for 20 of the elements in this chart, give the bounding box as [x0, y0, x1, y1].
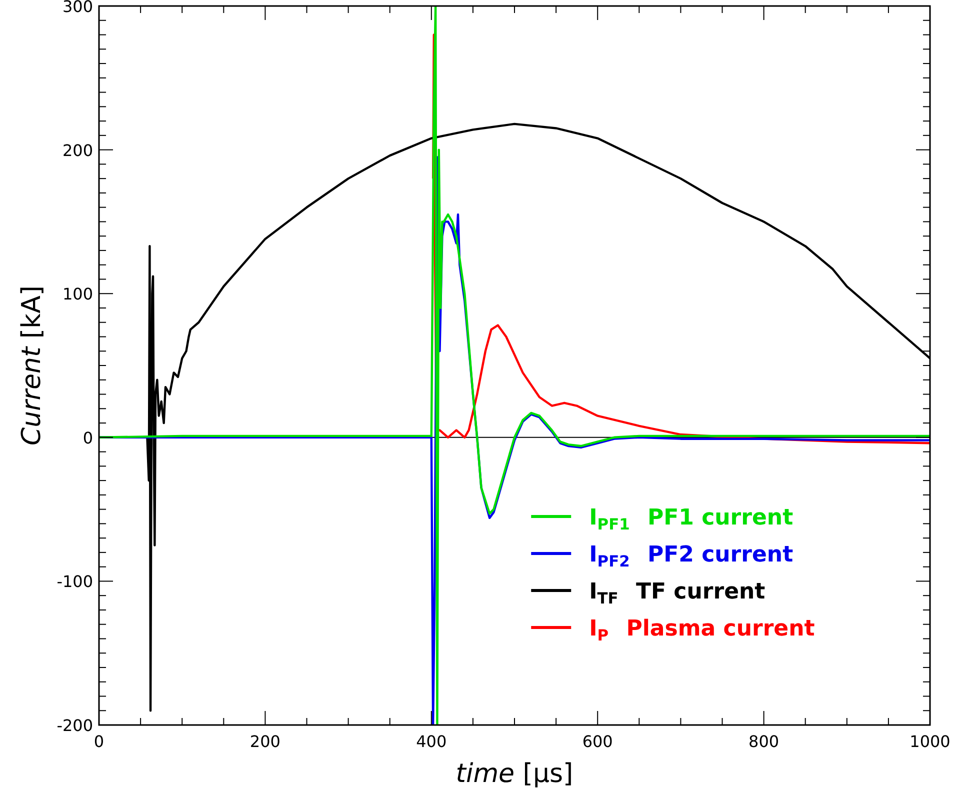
line-series: [432, 34, 930, 444]
x-tick-label: 400: [416, 732, 447, 751]
y-tick-label: 300: [62, 0, 93, 16]
y-tick-label: 0: [82, 428, 93, 448]
x-axis-title: time [μs]: [456, 759, 574, 789]
legend-label: I$_{PF2}$ PF2 current: [589, 542, 794, 570]
legend-label: I$_{TF}$ TF current: [589, 579, 766, 608]
y-tick-label: 100: [62, 284, 93, 304]
y-axis-title: Current [kA]: [17, 285, 47, 446]
x-tick-label: 800: [748, 732, 780, 751]
y-tick-label: 200: [62, 140, 93, 160]
y-tick-label: -100: [56, 572, 93, 592]
x-tick-label: 0: [94, 732, 104, 751]
line-series: [99, 6, 930, 725]
legend-label: I$_{P}$ Plasma current: [589, 616, 816, 644]
legend-label: I$_{PF1}$ PF1 current: [589, 505, 794, 534]
x-tick-label: 600: [582, 732, 613, 751]
y-tick-label: -200: [56, 716, 93, 735]
x-tick-label: 1000: [910, 732, 950, 751]
x-tick-label: 200: [250, 732, 280, 751]
